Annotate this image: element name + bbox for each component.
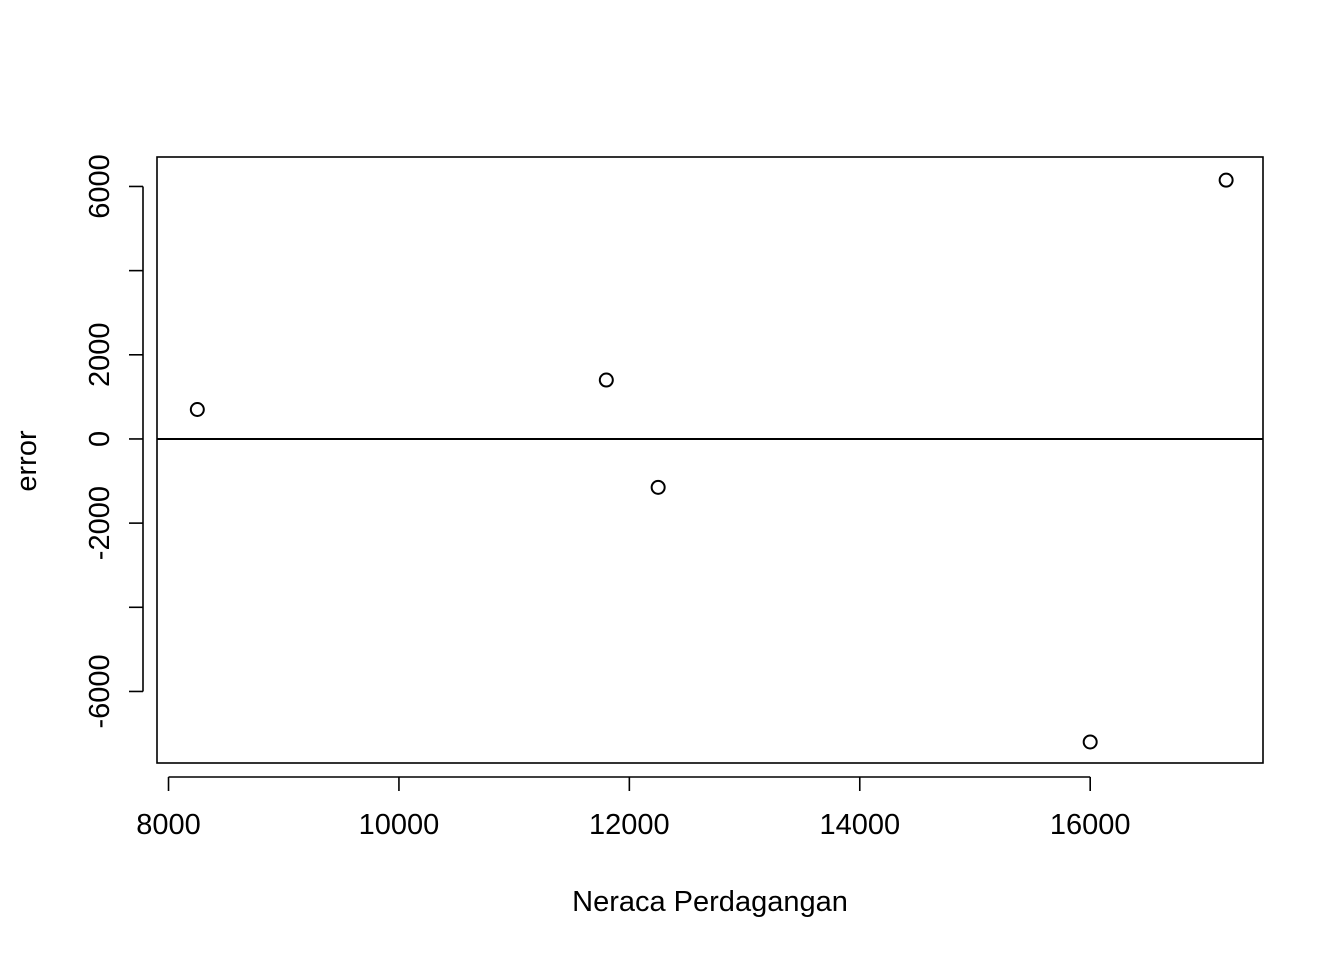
data-point — [189, 402, 205, 417]
y-tick-label: -2000 — [84, 486, 116, 560]
data-point — [650, 479, 666, 495]
x-tick-label: 10000 — [359, 809, 440, 841]
data-point — [1218, 172, 1234, 188]
x-tick-label: 8000 — [136, 809, 201, 841]
data-point — [598, 372, 614, 388]
y-tick-label: -6000 — [84, 654, 116, 728]
y-tick-label: 6000 — [84, 154, 116, 219]
x-tick-label: 14000 — [819, 809, 900, 841]
data-point — [1082, 734, 1098, 750]
x-axis: 8000 10000 12000 14000 16000 — [136, 776, 1131, 841]
x-tick-label: 16000 — [1050, 809, 1131, 841]
plot-frame — [156, 156, 1264, 764]
y-tick-label: 0 — [84, 431, 116, 447]
y-tick-label: 2000 — [84, 323, 116, 388]
x-axis-title: Neraca Perdagangan — [572, 886, 848, 918]
y-axis: -6000 -2000 0 2000 6000 — [84, 154, 144, 729]
data-points — [189, 172, 1234, 750]
x-tick-label: 12000 — [589, 809, 670, 841]
y-axis-title: error — [11, 430, 43, 492]
